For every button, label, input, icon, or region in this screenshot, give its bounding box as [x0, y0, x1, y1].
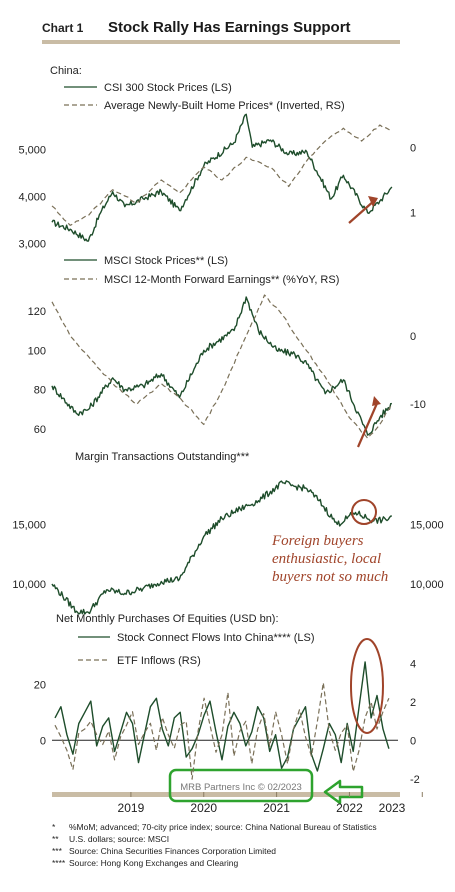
- x-tick-label: 2023: [379, 801, 406, 815]
- right-tick-label: 4: [410, 658, 416, 670]
- footnote-1-mark: *: [52, 822, 56, 832]
- series-line-1-0: [51, 296, 392, 436]
- footnote-1-text: %MoM; advanced; 70-city price index; sou…: [69, 822, 377, 832]
- plot-layer: 3,000 4,000 5,000 0 1 60 80 100 120 0 -10 10,000 15,…: [12, 113, 444, 815]
- annotation-line-3: buyers not so much: [272, 569, 388, 585]
- panel4-title: Net Monthly Purchases Of Equities (USD b…: [56, 613, 279, 625]
- legend-label-stock-connect: Stock Connect Flows Into China**** (LS): [117, 632, 314, 644]
- annotation-line-2: enthusiastic, local: [272, 551, 381, 567]
- footnote-2-text: U.S. dollars; source: MSCI: [69, 834, 169, 844]
- right-tick-label: -10: [410, 399, 426, 411]
- left-tick-label: 15,000: [12, 519, 46, 531]
- arrowhead-csi300-icon: [368, 196, 378, 207]
- chart-title: Stock Rally Has Earnings Support: [108, 19, 351, 36]
- legend-label-csi300: CSI 300 Stock Prices (LS): [104, 82, 232, 94]
- chart-number: Chart 1: [42, 21, 84, 35]
- left-tick-label: 20: [34, 679, 46, 691]
- ellipse-flows-highlight: [350, 638, 384, 734]
- series-line-0-1: [51, 124, 393, 226]
- watermark-text: MRB Partners Inc © 02/2023: [180, 782, 302, 793]
- series-line-1-1: [51, 294, 393, 439]
- footnote-3-mark: ***: [52, 846, 63, 856]
- left-tick-label: 3,000: [18, 238, 46, 250]
- legend-label-msci-earnings: MSCI 12-Month Forward Earnings** (%YoY, …: [104, 274, 339, 286]
- right-tick-label: 0: [410, 143, 416, 155]
- panel3-title: Margin Transactions Outstanding***: [75, 451, 250, 463]
- legend-label-home-prices: Average Newly-Built Home Prices* (Invert…: [104, 100, 345, 112]
- series-line-2-0: [51, 480, 392, 615]
- footnote-2-mark: **: [52, 834, 59, 844]
- left-tick-label: 60: [34, 424, 46, 436]
- arrowhead-msci-icon: [372, 396, 381, 406]
- legend-label-msci-prices: MSCI Stock Prices** (LS): [104, 255, 228, 267]
- left-tick-label: 0: [40, 735, 46, 747]
- x-tick-label: 2019: [118, 801, 145, 815]
- left-tick-label: 120: [28, 306, 46, 318]
- arrow-csi300-icon: [348, 199, 376, 224]
- circle-margin-highlight: [351, 499, 377, 525]
- panel1-heading: China:: [50, 65, 82, 77]
- footnote-3-text: Source: China Securities Finances Corpor…: [69, 846, 276, 856]
- left-tick-label: 5,000: [18, 145, 46, 157]
- legend-label-etf-inflows: ETF Inflows (RS): [117, 655, 201, 667]
- right-tick-label: 0: [410, 736, 416, 748]
- watermark-arrow-icon: [323, 779, 364, 805]
- arrow-msci-icon: [356, 400, 380, 448]
- series-line-3-0: [54, 661, 390, 772]
- left-tick-label: 4,000: [18, 191, 46, 203]
- right-tick-label: 10,000: [410, 579, 444, 591]
- left-tick-label: 10,000: [12, 579, 46, 591]
- series-line-3-1: [54, 682, 390, 780]
- right-tick-label: 1: [410, 207, 416, 219]
- left-tick-label: 100: [28, 345, 46, 357]
- left-tick-label: 80: [34, 385, 46, 397]
- watermark-box: [168, 768, 314, 803]
- right-tick-label: 0: [410, 331, 416, 343]
- footnote-4-text: Source: Hong Kong Exchanges and Clearing: [69, 858, 238, 868]
- annotation-line-1: Foreign buyers: [271, 533, 364, 549]
- x-tick-label: 2021: [263, 801, 290, 815]
- right-tick-label: 2: [410, 697, 416, 709]
- x-tick-label: 2020: [190, 801, 217, 815]
- right-tick-label: -2: [410, 774, 420, 786]
- title-rule: [42, 40, 400, 44]
- footnote-4-mark: ****: [52, 858, 66, 868]
- right-tick-label: 15,000: [410, 519, 444, 531]
- x-tick-label: 2022: [336, 801, 363, 815]
- series-line-0-0: [51, 113, 393, 242]
- x-axis-bar: [52, 792, 400, 797]
